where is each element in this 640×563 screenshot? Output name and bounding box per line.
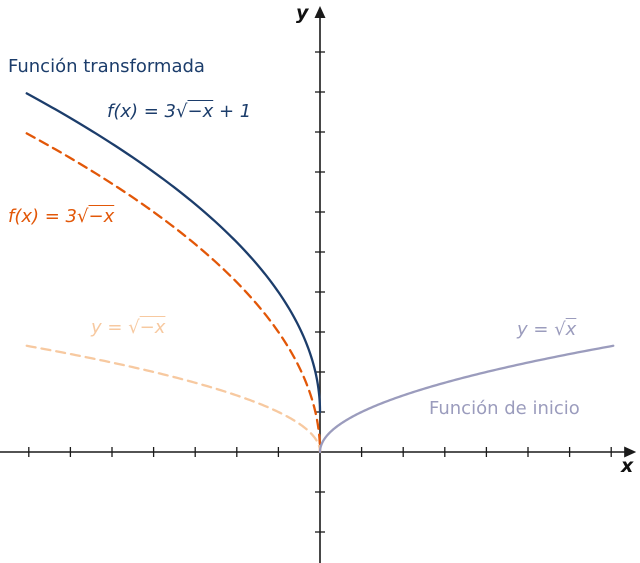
equation-transformed-plus-one: f(x) = 3√−x + 1: [107, 101, 251, 122]
equation-base-sqrt: y = √x: [517, 319, 576, 340]
equation-scaled-sqrt: f(x) = 3√−x: [8, 206, 114, 227]
radicand: −x: [88, 206, 115, 227]
equation-prefix: y =: [91, 317, 129, 338]
y-axis-label: y: [296, 2, 309, 24]
radicand: −x: [187, 101, 214, 122]
curve-transformed-plus-one: [25, 92, 322, 414]
sqrt-symbol: √: [176, 101, 188, 122]
radicand: x: [565, 319, 577, 340]
annotation-start-function: Función de inicio: [429, 398, 580, 419]
equation-prefix: y =: [517, 319, 555, 340]
y-axis-arrow: [314, 6, 326, 18]
curve-scaled-sqrt: [25, 132, 322, 454]
curve-base-sqrt: [318, 344, 615, 454]
sqrt-symbol: √: [128, 317, 140, 338]
equation-prefix: f(x) = 3: [107, 101, 177, 122]
equation-suffix: + 1: [213, 101, 252, 122]
radicand: −x: [139, 317, 166, 338]
x-axis-arrow: [624, 446, 637, 458]
equation-prefix: f(x) = 3: [8, 206, 78, 227]
sqrt-symbol: √: [77, 206, 89, 227]
curve-reflected-sqrt: [25, 344, 322, 454]
sqrt-symbol: √: [554, 319, 566, 340]
equation-reflected-sqrt: y = √−x: [91, 317, 165, 338]
annotation-transformed-function: Función transformada: [8, 56, 205, 77]
x-axis-label: x: [621, 455, 634, 477]
